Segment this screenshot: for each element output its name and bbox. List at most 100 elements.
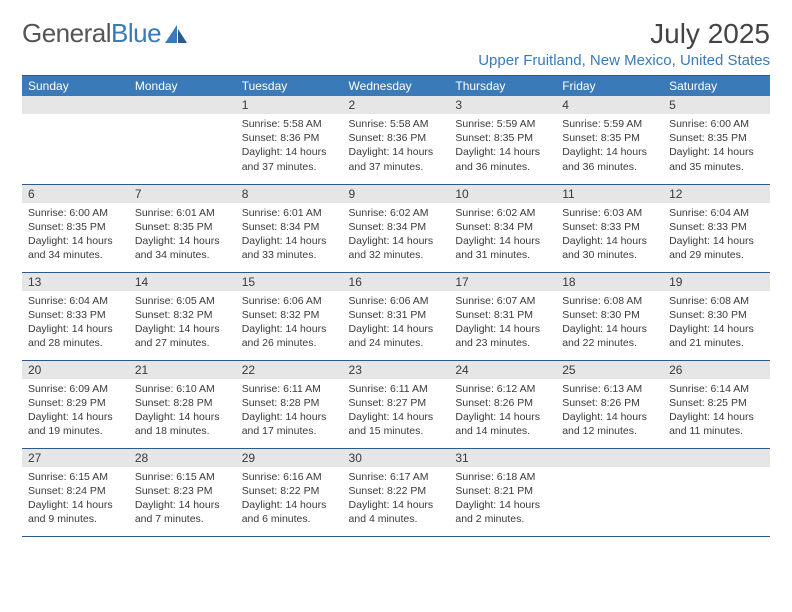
day-number: 15 [236, 273, 343, 291]
day-details: Sunrise: 6:15 AMSunset: 8:23 PMDaylight:… [129, 467, 236, 529]
calendar-day-cell: 9Sunrise: 6:02 AMSunset: 8:34 PMDaylight… [343, 184, 450, 272]
day-details: Sunrise: 6:05 AMSunset: 8:32 PMDaylight:… [129, 291, 236, 353]
calendar-day-cell [22, 96, 129, 184]
weekday-header: Sunday [22, 76, 129, 97]
day-number: 11 [556, 185, 663, 203]
weekday-header: Thursday [449, 76, 556, 97]
day-number: 16 [343, 273, 450, 291]
day-details: Sunrise: 6:03 AMSunset: 8:33 PMDaylight:… [556, 203, 663, 265]
calendar-day-cell: 21Sunrise: 6:10 AMSunset: 8:28 PMDayligh… [129, 360, 236, 448]
day-number: 25 [556, 361, 663, 379]
brand-logo: GeneralBlue [22, 18, 189, 49]
calendar-day-cell: 1Sunrise: 5:58 AMSunset: 8:36 PMDaylight… [236, 96, 343, 184]
day-number: 2 [343, 96, 450, 114]
calendar-day-cell: 16Sunrise: 6:06 AMSunset: 8:31 PMDayligh… [343, 272, 450, 360]
calendar-day-cell: 7Sunrise: 6:01 AMSunset: 8:35 PMDaylight… [129, 184, 236, 272]
day-number: 19 [663, 273, 770, 291]
calendar-day-cell: 26Sunrise: 6:14 AMSunset: 8:25 PMDayligh… [663, 360, 770, 448]
day-details: Sunrise: 6:18 AMSunset: 8:21 PMDaylight:… [449, 467, 556, 529]
calendar-day-cell: 24Sunrise: 6:12 AMSunset: 8:26 PMDayligh… [449, 360, 556, 448]
calendar-week-row: 27Sunrise: 6:15 AMSunset: 8:24 PMDayligh… [22, 448, 770, 536]
day-number: 24 [449, 361, 556, 379]
day-number: 17 [449, 273, 556, 291]
weekday-header: Wednesday [343, 76, 450, 97]
day-details: Sunrise: 5:59 AMSunset: 8:35 PMDaylight:… [556, 114, 663, 176]
calendar-day-cell: 11Sunrise: 6:03 AMSunset: 8:33 PMDayligh… [556, 184, 663, 272]
day-number: 26 [663, 361, 770, 379]
day-number: 28 [129, 449, 236, 467]
calendar-week-row: 13Sunrise: 6:04 AMSunset: 8:33 PMDayligh… [22, 272, 770, 360]
calendar-day-cell: 19Sunrise: 6:08 AMSunset: 8:30 PMDayligh… [663, 272, 770, 360]
calendar-day-cell: 4Sunrise: 5:59 AMSunset: 8:35 PMDaylight… [556, 96, 663, 184]
day-number: 10 [449, 185, 556, 203]
calendar-day-cell: 27Sunrise: 6:15 AMSunset: 8:24 PMDayligh… [22, 448, 129, 536]
calendar-body: 1Sunrise: 5:58 AMSunset: 8:36 PMDaylight… [22, 96, 770, 536]
day-details: Sunrise: 6:13 AMSunset: 8:26 PMDaylight:… [556, 379, 663, 441]
calendar-table: SundayMondayTuesdayWednesdayThursdayFrid… [22, 75, 770, 537]
calendar-day-cell: 31Sunrise: 6:18 AMSunset: 8:21 PMDayligh… [449, 448, 556, 536]
day-number: 3 [449, 96, 556, 114]
calendar-header-row: SundayMondayTuesdayWednesdayThursdayFrid… [22, 76, 770, 97]
calendar-day-cell: 25Sunrise: 6:13 AMSunset: 8:26 PMDayligh… [556, 360, 663, 448]
day-number [22, 96, 129, 114]
calendar-day-cell: 17Sunrise: 6:07 AMSunset: 8:31 PMDayligh… [449, 272, 556, 360]
weekday-header: Monday [129, 76, 236, 97]
calendar-day-cell: 13Sunrise: 6:04 AMSunset: 8:33 PMDayligh… [22, 272, 129, 360]
brand-part2: Blue [111, 18, 161, 48]
calendar-week-row: 20Sunrise: 6:09 AMSunset: 8:29 PMDayligh… [22, 360, 770, 448]
calendar-day-cell: 23Sunrise: 6:11 AMSunset: 8:27 PMDayligh… [343, 360, 450, 448]
day-number: 20 [22, 361, 129, 379]
calendar-day-cell: 18Sunrise: 6:08 AMSunset: 8:30 PMDayligh… [556, 272, 663, 360]
day-number: 5 [663, 96, 770, 114]
day-details: Sunrise: 6:04 AMSunset: 8:33 PMDaylight:… [663, 203, 770, 265]
day-details: Sunrise: 5:58 AMSunset: 8:36 PMDaylight:… [343, 114, 450, 176]
day-number: 7 [129, 185, 236, 203]
calendar-day-cell [663, 448, 770, 536]
calendar-day-cell: 29Sunrise: 6:16 AMSunset: 8:22 PMDayligh… [236, 448, 343, 536]
day-number [663, 449, 770, 467]
calendar-day-cell: 28Sunrise: 6:15 AMSunset: 8:23 PMDayligh… [129, 448, 236, 536]
day-details: Sunrise: 6:01 AMSunset: 8:34 PMDaylight:… [236, 203, 343, 265]
day-number: 30 [343, 449, 450, 467]
calendar-day-cell: 5Sunrise: 6:00 AMSunset: 8:35 PMDaylight… [663, 96, 770, 184]
day-details: Sunrise: 6:10 AMSunset: 8:28 PMDaylight:… [129, 379, 236, 441]
calendar-day-cell: 6Sunrise: 6:00 AMSunset: 8:35 PMDaylight… [22, 184, 129, 272]
day-number: 8 [236, 185, 343, 203]
day-number: 23 [343, 361, 450, 379]
day-details: Sunrise: 6:04 AMSunset: 8:33 PMDaylight:… [22, 291, 129, 353]
calendar-day-cell: 3Sunrise: 5:59 AMSunset: 8:35 PMDaylight… [449, 96, 556, 184]
day-details: Sunrise: 6:08 AMSunset: 8:30 PMDaylight:… [556, 291, 663, 353]
header: GeneralBlue July 2025 Upper Fruitland, N… [22, 18, 770, 69]
header-right: July 2025 Upper Fruitland, New Mexico, U… [478, 18, 770, 69]
brand-part1: General [22, 18, 111, 48]
day-details: Sunrise: 6:07 AMSunset: 8:31 PMDaylight:… [449, 291, 556, 353]
day-number: 6 [22, 185, 129, 203]
calendar-day-cell [556, 448, 663, 536]
day-number [129, 96, 236, 114]
day-number: 1 [236, 96, 343, 114]
day-details: Sunrise: 6:15 AMSunset: 8:24 PMDaylight:… [22, 467, 129, 529]
day-number: 22 [236, 361, 343, 379]
day-number: 12 [663, 185, 770, 203]
day-details: Sunrise: 5:58 AMSunset: 8:36 PMDaylight:… [236, 114, 343, 176]
calendar-day-cell: 22Sunrise: 6:11 AMSunset: 8:28 PMDayligh… [236, 360, 343, 448]
day-number: 9 [343, 185, 450, 203]
day-number: 13 [22, 273, 129, 291]
calendar-day-cell: 10Sunrise: 6:02 AMSunset: 8:34 PMDayligh… [449, 184, 556, 272]
day-number: 29 [236, 449, 343, 467]
day-details: Sunrise: 6:16 AMSunset: 8:22 PMDaylight:… [236, 467, 343, 529]
day-details: Sunrise: 6:00 AMSunset: 8:35 PMDaylight:… [663, 114, 770, 176]
day-number: 31 [449, 449, 556, 467]
calendar-day-cell: 15Sunrise: 6:06 AMSunset: 8:32 PMDayligh… [236, 272, 343, 360]
calendar-day-cell: 14Sunrise: 6:05 AMSunset: 8:32 PMDayligh… [129, 272, 236, 360]
day-details: Sunrise: 6:00 AMSunset: 8:35 PMDaylight:… [22, 203, 129, 265]
weekday-header: Saturday [663, 76, 770, 97]
day-number: 18 [556, 273, 663, 291]
day-details: Sunrise: 5:59 AMSunset: 8:35 PMDaylight:… [449, 114, 556, 176]
calendar-day-cell: 2Sunrise: 5:58 AMSunset: 8:36 PMDaylight… [343, 96, 450, 184]
calendar-week-row: 1Sunrise: 5:58 AMSunset: 8:36 PMDaylight… [22, 96, 770, 184]
day-number: 4 [556, 96, 663, 114]
month-title: July 2025 [478, 18, 770, 50]
day-details: Sunrise: 6:02 AMSunset: 8:34 PMDaylight:… [449, 203, 556, 265]
sail-icon [163, 23, 189, 45]
